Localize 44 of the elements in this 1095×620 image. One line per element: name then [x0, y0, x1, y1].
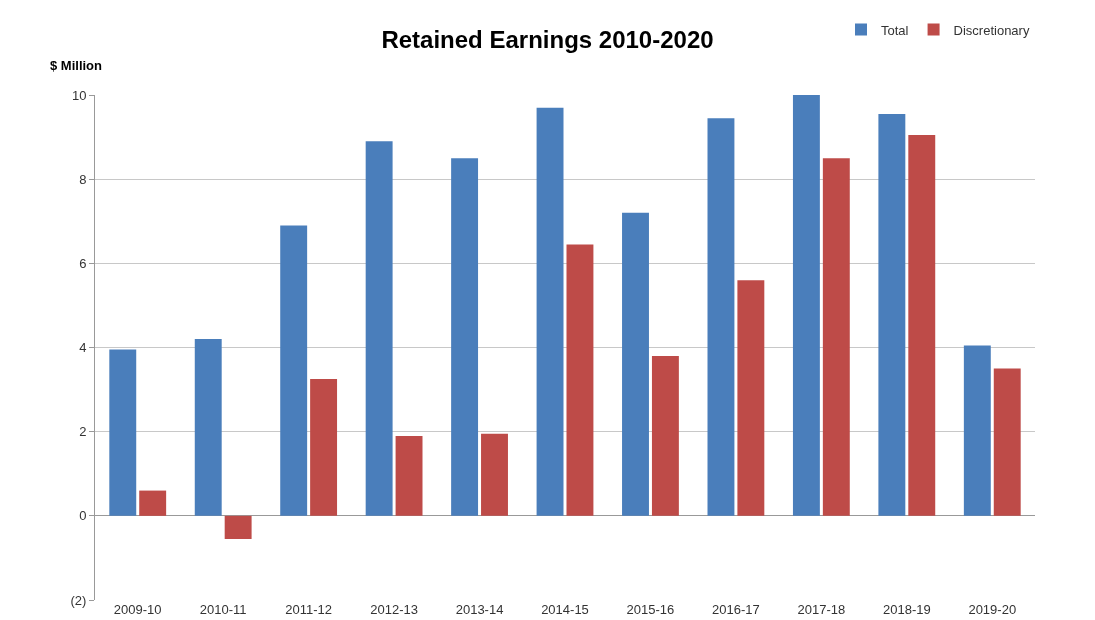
x-tick-label: 2014-15	[541, 602, 589, 617]
bar	[224, 515, 252, 539]
bar	[365, 141, 393, 516]
y-tick-label: 8	[79, 171, 87, 187]
x-tick-label: 2015-16	[626, 602, 675, 617]
y-axis-title: $ Million	[50, 58, 103, 73]
x-tick-label: 2018-19	[882, 602, 931, 617]
x-tick-label: 2009-10	[113, 602, 162, 617]
bar	[451, 158, 479, 516]
bar	[963, 345, 991, 516]
x-tick-label: 2012-13	[370, 602, 418, 617]
bar	[908, 134, 936, 516]
bar	[622, 212, 649, 516]
bar	[878, 113, 906, 516]
bar	[822, 158, 850, 516]
y-tick-label: 4	[79, 340, 87, 356]
x-tick-label: 2016-17	[712, 602, 760, 617]
x-tick-label: 2017-18	[797, 602, 846, 617]
bar	[310, 379, 338, 516]
bar	[280, 225, 308, 516]
legend-label: Total	[881, 22, 909, 38]
x-tick-label: 2013-14	[455, 602, 504, 617]
x-tick-label: 2011-12	[285, 602, 333, 617]
x-tick-label: 2019-20	[968, 602, 1017, 617]
bar	[651, 355, 679, 516]
bar	[139, 490, 167, 516]
y-tick-label: 0	[79, 508, 87, 524]
bar	[536, 107, 564, 516]
x-tick-label: 2010-11	[199, 602, 247, 617]
bar	[737, 280, 765, 516]
y-tick-label: 2	[79, 424, 87, 440]
bar	[707, 118, 735, 516]
bar	[566, 244, 594, 516]
bar	[109, 349, 137, 516]
bar	[194, 339, 222, 516]
bar	[395, 435, 423, 516]
bar	[993, 368, 1021, 516]
bar	[481, 433, 508, 516]
y-tick-label: 10	[71, 87, 87, 103]
legend-label: Discretionary	[953, 22, 1030, 38]
y-tick-label: (2)	[70, 592, 87, 608]
bar	[792, 95, 820, 516]
chart-title: Retained Earnings 2010-2020	[381, 25, 714, 53]
y-tick-label: 6	[79, 255, 87, 271]
